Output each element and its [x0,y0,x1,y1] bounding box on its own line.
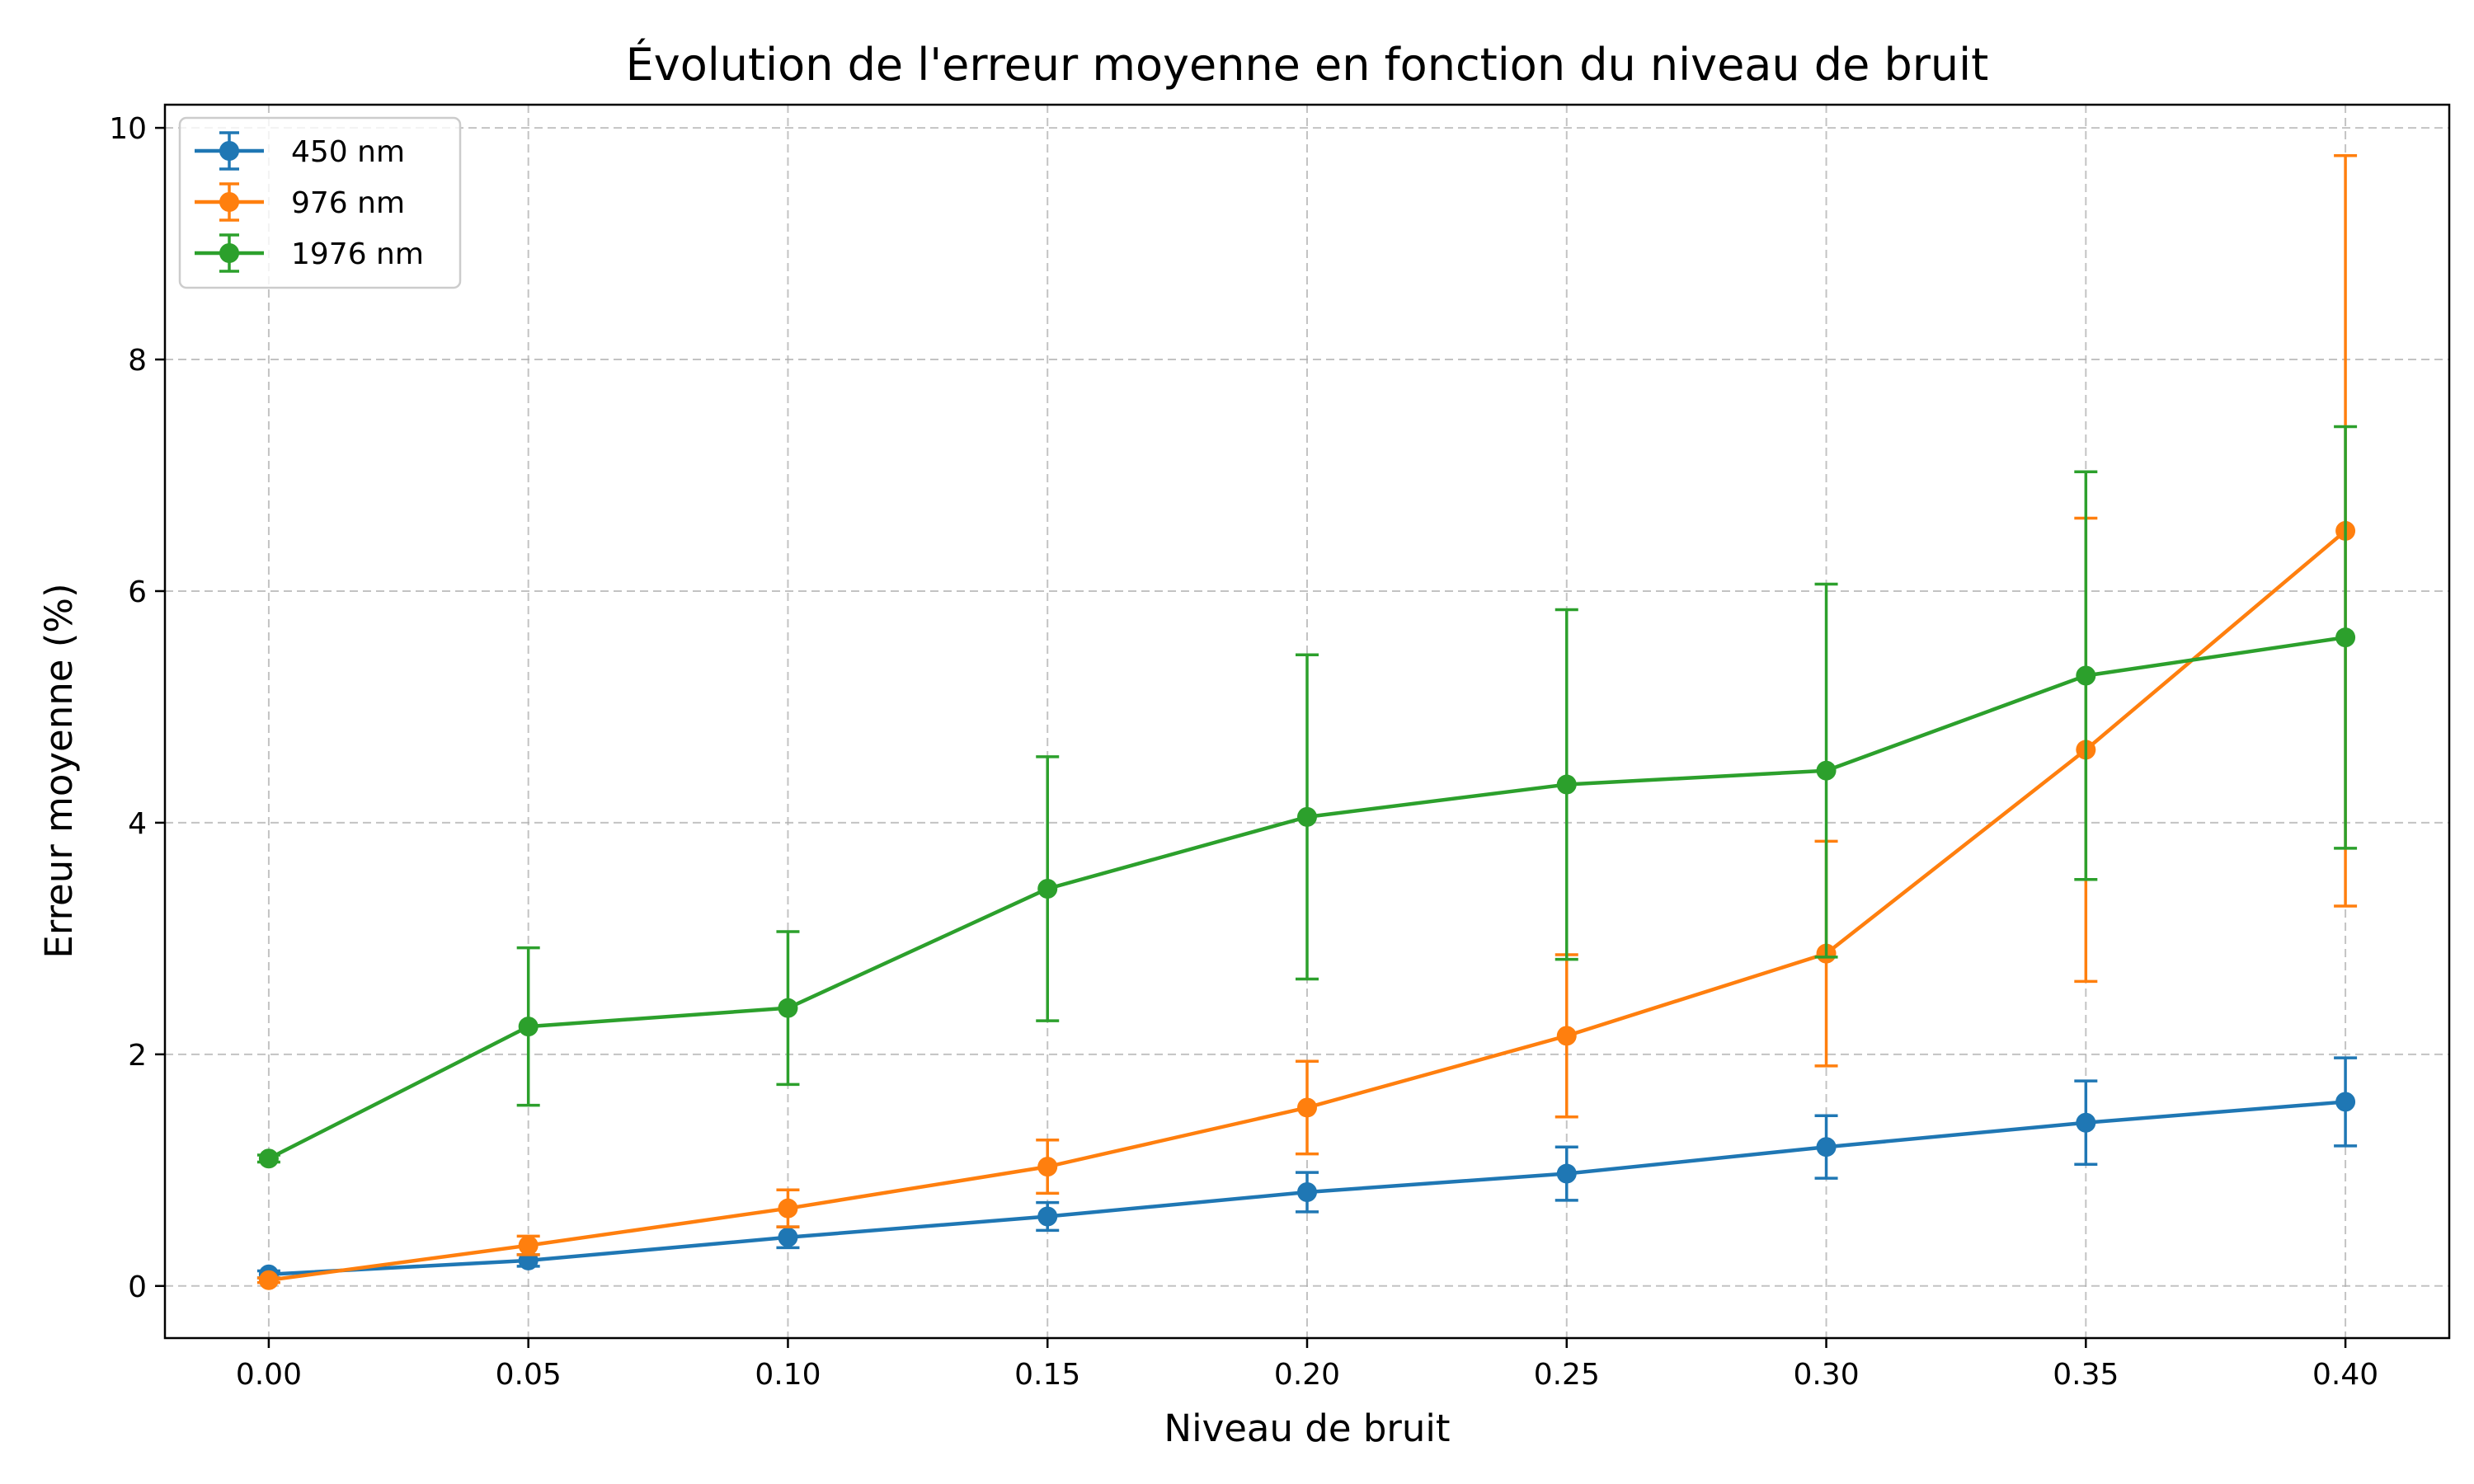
data-point [518,1235,539,1256]
x-tick-label: 0.40 [2312,1358,2378,1392]
legend-label: 976 nm [291,186,405,220]
y-axis-label: Erreur moyenne (%) [37,583,81,958]
data-point [2335,1092,2356,1112]
legend-marker [219,243,239,263]
data-point [778,1198,798,1219]
x-tick-label: 0.35 [2053,1358,2119,1392]
data-point [258,1270,279,1290]
data-point [1037,1206,1058,1227]
legend-entry: 450 nm [195,131,405,171]
data-point [1556,1026,1577,1046]
x-tick-label: 0.25 [1534,1358,1600,1392]
x-axis: 0.00 0.05 0.10 0.15 0.20 0.25 0.30 0.35 0.40 [236,1338,2378,1392]
legend-label: 1976 nm [291,237,424,271]
series-2 [256,425,2358,1169]
data-point [778,998,798,1018]
x-tick-label: 0.00 [236,1358,302,1392]
x-tick-label: 0.15 [1014,1358,1080,1392]
data-point [258,1148,279,1169]
data-point [1556,774,1577,795]
y-tick-label: 0 [128,1270,147,1304]
series-layer [256,154,2358,1290]
data-point [1297,1097,1317,1118]
data-point [1297,1182,1317,1203]
x-tick-label: 0.30 [1793,1358,1859,1392]
y-tick-label: 6 [128,575,147,609]
y-axis: 0 2 4 6 8 10 [109,112,165,1304]
data-point [778,1227,798,1247]
y-tick-label: 10 [109,112,147,146]
chart-title: Évolution de l'erreur moyenne en fonctio… [626,39,1989,91]
legend-entry: 1976 nm [195,233,424,273]
legend-box [178,116,462,289]
data-point [518,1017,539,1037]
y-tick-label: 8 [128,344,147,378]
x-tick-label: 0.05 [496,1358,562,1392]
legend-marker [219,192,239,212]
grid-lines [165,105,2449,1338]
legend-marker [219,141,239,161]
data-point [1816,760,1837,781]
legend: 450 nm 976 nm 1976 nm [178,116,462,289]
legend-label: 450 nm [291,135,405,169]
data-point [1037,1157,1058,1177]
y-tick-label: 2 [128,1039,147,1073]
data-point [2076,1112,2096,1133]
x-tick-label: 0.10 [755,1358,821,1392]
x-axis-label: Niveau de bruit [1164,1407,1450,1450]
data-point [2076,665,2096,686]
data-point [2335,627,2356,648]
data-point [1037,878,1058,899]
x-tick-label: 0.20 [1274,1358,1340,1392]
data-point [1556,1163,1577,1184]
data-point [1816,1137,1837,1158]
data-point [1297,806,1317,827]
y-tick-label: 4 [128,807,147,841]
legend-entry: 976 nm [195,182,405,222]
